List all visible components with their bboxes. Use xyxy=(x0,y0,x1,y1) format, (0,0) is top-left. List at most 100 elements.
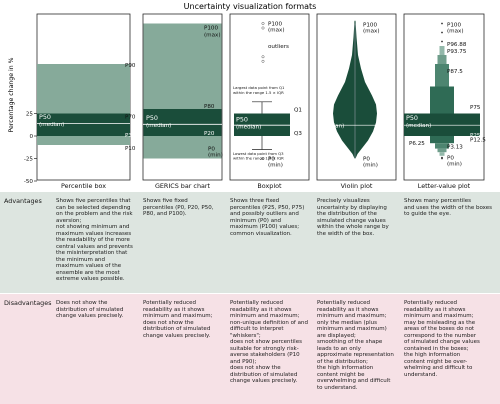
min-label: (min) xyxy=(268,163,283,169)
p87-5-label: P87.5 xyxy=(447,69,463,75)
panel-gerics-bar-chart: P100(max) P80 P50(median) P20 P0(min) GERICS … xyxy=(142,13,223,190)
p100-label: P100 xyxy=(268,22,282,28)
y-tick-label: 0 xyxy=(29,134,33,140)
advantages-percentile-box: Shows five percentiles that can be selec… xyxy=(56,198,133,282)
p90-label: P90 xyxy=(125,63,136,69)
letter-value-box xyxy=(437,148,447,153)
outlier-point xyxy=(261,26,265,30)
median-label: (median) xyxy=(236,125,261,131)
p12-5-label: P12.5 xyxy=(470,137,486,143)
letter-value-box xyxy=(439,46,445,55)
outlier-point xyxy=(261,55,265,59)
letter-value-box xyxy=(435,64,449,87)
y-axis-label: Percentage change in % xyxy=(8,57,15,132)
min-label: (min) xyxy=(363,163,378,169)
panel-violin-plot: P100(max) P50(median) P0(min) Violin plot xyxy=(316,13,397,190)
p25-label: P25 xyxy=(470,133,481,139)
q3-label: Q3 xyxy=(294,131,302,137)
p3-13-label: P3.13 xyxy=(447,145,463,151)
p100-label: P100 xyxy=(447,23,461,29)
disadvantages-percentile-box: Does not show the distribution of simula… xyxy=(56,300,124,319)
disadvantages-row-label: Disadvantages xyxy=(4,299,52,307)
min-label: (min) xyxy=(208,152,223,158)
letter-value-box xyxy=(435,143,449,149)
letter-value-box xyxy=(430,86,454,114)
panel-frame xyxy=(229,13,310,181)
p50-label: P50 xyxy=(39,113,51,121)
p93-75-label: P93.75 xyxy=(447,49,467,55)
extreme-point xyxy=(441,156,443,159)
max-label: (max) xyxy=(447,29,464,35)
panel-title: Percentile box xyxy=(61,182,106,190)
advantages-row-label: Advantages xyxy=(4,197,42,205)
min-point xyxy=(261,157,265,160)
extreme-point xyxy=(441,40,443,43)
panel-boxplot: P100(max) outliers Largest data point from… xyxy=(229,13,310,190)
row-divider xyxy=(0,293,500,294)
median-label: (median) xyxy=(406,123,431,129)
p0-label: P0 xyxy=(363,157,370,163)
p50-label: P50 xyxy=(319,115,331,123)
advantages-row: Advantages Shows five percentiles that c… xyxy=(0,192,500,293)
p30-p70-box xyxy=(37,113,130,136)
advantages-gerics-bar-chart: Shows five fixed percentiles (P0, P20, P… xyxy=(143,198,214,217)
p50-label: P50 xyxy=(146,114,158,122)
panel-title: Violin plot xyxy=(341,182,373,190)
p30-label: P30 xyxy=(125,133,136,139)
extreme-point xyxy=(441,31,443,34)
p50-label: P50 xyxy=(406,114,418,122)
advantages-letter-value-plot: Shows many percentiles and uses the widt… xyxy=(404,198,492,217)
y-tick-label: -50 xyxy=(24,179,34,185)
extreme-point xyxy=(441,22,443,25)
letter-value-box xyxy=(439,152,445,156)
whisker-top-note-2: within the range 1.5 × IQR xyxy=(233,90,284,95)
whisker-top-note-1: Largest data point from Q1 xyxy=(233,85,285,90)
disadvantages-violin-plot: Potentially reduced readability as it sh… xyxy=(317,300,394,391)
p96-88-label: P96.88 xyxy=(447,42,467,48)
disadvantages-gerics-bar-chart: Potentially reduced readability as it sh… xyxy=(143,300,213,339)
p0-label: P0 xyxy=(447,155,454,161)
letter-value-box xyxy=(404,113,480,136)
disadvantages-letter-value-plot: Potentially reduced readability as it sh… xyxy=(404,300,480,378)
median-label: (median) xyxy=(39,122,64,128)
letter-value-box xyxy=(437,55,447,64)
p20-p80-bar xyxy=(143,109,222,136)
p100-label: P100 xyxy=(204,26,218,32)
p70-label: P70 xyxy=(125,115,136,121)
min-label: (min) xyxy=(447,161,462,167)
y-tick-label: 25 xyxy=(26,112,34,118)
p100-label: P100 xyxy=(363,23,377,29)
panel-title: Letter-value plot xyxy=(418,182,471,190)
panel-percentile-box: P90 P70 P50(median) P30 P10 Percentile box xyxy=(36,13,136,190)
outlier-point xyxy=(261,59,265,63)
whisker-bottom-note-2: within the range 1.5 × IQR xyxy=(233,156,284,161)
disadvantages-boxplot: Potentially reduced readability as it sh… xyxy=(230,300,308,384)
p50-label: P50 xyxy=(236,116,248,124)
p0-p100-bar xyxy=(143,23,222,159)
disadvantages-row: Disadvantages Does not show the distribu… xyxy=(0,294,500,404)
max-label: (max) xyxy=(204,33,221,39)
outlier-point xyxy=(261,22,265,25)
advantages-violin-plot: Precisely visualizes uncertainty by disp… xyxy=(317,198,389,237)
whisker-bottom-note-1: Lowest data point from Q3 xyxy=(233,151,284,156)
panel-title: GERICS bar chart xyxy=(155,182,211,190)
median-label: (median) xyxy=(319,124,344,130)
max-label: (max) xyxy=(363,29,380,35)
p0-label: P0 xyxy=(268,157,275,163)
p0-label: P0 xyxy=(208,146,215,152)
advantages-boxplot: Shows three fixed percentiles (P25, P50,… xyxy=(230,198,305,237)
panel-title: Boxplot xyxy=(257,182,282,190)
p10-label: P10 xyxy=(125,146,136,152)
p20-label: P20 xyxy=(204,131,215,137)
max-label: (max) xyxy=(268,28,285,34)
p80-label: P80 xyxy=(204,104,215,110)
figure-title: Uncertainty visualization formats xyxy=(184,2,317,11)
iqr-box xyxy=(234,113,290,136)
p6-25-label: P6.25 xyxy=(409,141,425,147)
p75-label: P75 xyxy=(470,105,481,111)
letter-value-box xyxy=(430,136,454,144)
q1-label: Q1 xyxy=(294,108,302,114)
